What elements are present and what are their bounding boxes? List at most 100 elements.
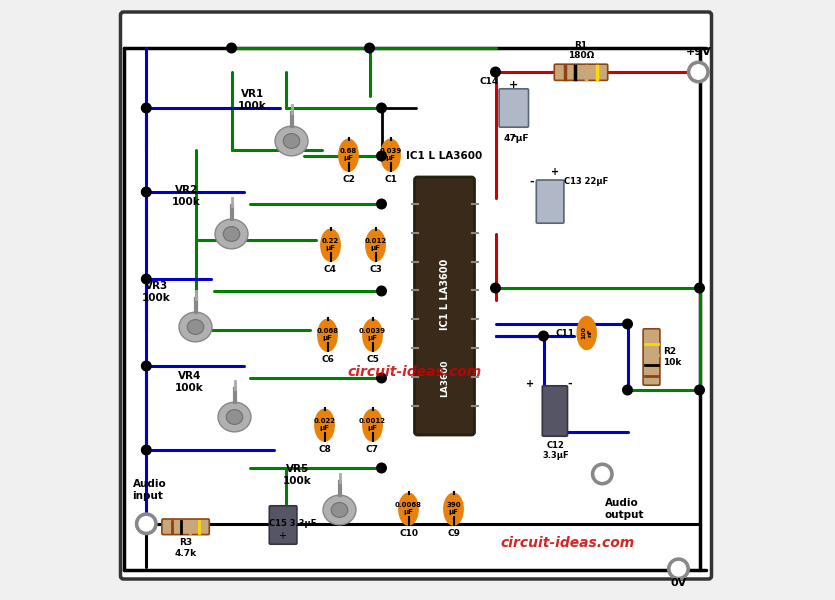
Ellipse shape bbox=[226, 410, 243, 424]
Text: VR2
100k: VR2 100k bbox=[172, 185, 201, 207]
FancyBboxPatch shape bbox=[536, 180, 564, 223]
Text: 390
μF: 390 μF bbox=[446, 502, 461, 515]
Circle shape bbox=[139, 517, 154, 531]
FancyBboxPatch shape bbox=[499, 89, 529, 127]
Circle shape bbox=[377, 373, 387, 383]
Text: C13 22μF: C13 22μF bbox=[564, 176, 609, 186]
FancyBboxPatch shape bbox=[162, 519, 210, 535]
FancyBboxPatch shape bbox=[270, 506, 297, 544]
Ellipse shape bbox=[444, 493, 463, 525]
Ellipse shape bbox=[399, 493, 418, 525]
Text: IC1 L LA3600: IC1 L LA3600 bbox=[406, 151, 482, 161]
FancyBboxPatch shape bbox=[414, 177, 474, 435]
Ellipse shape bbox=[366, 229, 385, 261]
Circle shape bbox=[539, 331, 549, 341]
Text: R1
180Ω: R1 180Ω bbox=[568, 41, 594, 60]
Text: +: + bbox=[551, 167, 559, 177]
Text: C4: C4 bbox=[324, 265, 337, 274]
Text: VR4
100k: VR4 100k bbox=[175, 371, 204, 393]
FancyBboxPatch shape bbox=[554, 64, 608, 80]
Text: C14: C14 bbox=[479, 76, 498, 85]
Text: VR3
100k: VR3 100k bbox=[142, 281, 171, 303]
Text: 0.68
μF: 0.68 μF bbox=[340, 148, 357, 161]
Text: LA3600: LA3600 bbox=[440, 359, 449, 397]
Ellipse shape bbox=[331, 503, 347, 517]
Text: +: + bbox=[509, 80, 519, 90]
Text: C6: C6 bbox=[321, 355, 334, 364]
Text: -: - bbox=[530, 177, 534, 187]
Ellipse shape bbox=[363, 319, 382, 351]
Circle shape bbox=[377, 463, 387, 473]
Text: -: - bbox=[511, 130, 516, 143]
Circle shape bbox=[623, 385, 632, 395]
Circle shape bbox=[226, 43, 236, 53]
Text: 100
nF: 100 nF bbox=[581, 326, 592, 340]
Text: C12
3.3μF: C12 3.3μF bbox=[542, 441, 569, 460]
Text: +9V: +9V bbox=[686, 47, 711, 57]
Text: 0.068
μF: 0.068 μF bbox=[316, 328, 338, 341]
Text: C1: C1 bbox=[384, 175, 397, 184]
Ellipse shape bbox=[339, 139, 358, 171]
Text: 0.0012
μF: 0.0012 μF bbox=[359, 418, 386, 431]
Circle shape bbox=[141, 187, 151, 197]
FancyBboxPatch shape bbox=[643, 329, 660, 385]
Text: 0.0039
μF: 0.0039 μF bbox=[359, 328, 386, 341]
Circle shape bbox=[141, 274, 151, 284]
Circle shape bbox=[668, 558, 690, 580]
Circle shape bbox=[491, 67, 500, 77]
Ellipse shape bbox=[218, 402, 251, 432]
Circle shape bbox=[695, 283, 704, 293]
Text: C2: C2 bbox=[342, 175, 355, 184]
Text: 0V: 0V bbox=[671, 578, 686, 588]
FancyBboxPatch shape bbox=[542, 386, 568, 436]
Text: C8: C8 bbox=[318, 445, 331, 454]
Ellipse shape bbox=[321, 229, 340, 261]
Text: VR5
100k: VR5 100k bbox=[283, 464, 312, 486]
Text: +: + bbox=[279, 531, 286, 541]
Circle shape bbox=[687, 61, 709, 83]
Circle shape bbox=[671, 562, 686, 576]
Text: circuit-ideas.com: circuit-ideas.com bbox=[500, 536, 635, 550]
FancyBboxPatch shape bbox=[120, 12, 711, 579]
Text: C11: C11 bbox=[555, 329, 574, 337]
Circle shape bbox=[365, 43, 374, 53]
Text: 47μF: 47μF bbox=[504, 134, 529, 143]
Circle shape bbox=[377, 103, 387, 113]
Circle shape bbox=[691, 65, 706, 79]
Ellipse shape bbox=[318, 319, 337, 351]
Text: C9: C9 bbox=[447, 529, 460, 538]
Text: 0.012
μF: 0.012 μF bbox=[364, 238, 387, 251]
Text: circuit-ideas.com: circuit-ideas.com bbox=[347, 365, 482, 379]
Ellipse shape bbox=[215, 219, 248, 249]
Text: 0.0068
μF: 0.0068 μF bbox=[395, 502, 422, 515]
Circle shape bbox=[377, 286, 387, 296]
Circle shape bbox=[141, 445, 151, 455]
Text: C15 3.3μF: C15 3.3μF bbox=[269, 519, 316, 528]
Circle shape bbox=[623, 319, 632, 329]
Ellipse shape bbox=[187, 320, 204, 334]
Ellipse shape bbox=[283, 134, 300, 148]
Ellipse shape bbox=[381, 139, 400, 171]
Text: -: - bbox=[568, 379, 572, 389]
Ellipse shape bbox=[323, 495, 356, 525]
Circle shape bbox=[377, 199, 387, 209]
Ellipse shape bbox=[315, 409, 334, 441]
Text: C3: C3 bbox=[369, 265, 382, 274]
Text: C5: C5 bbox=[366, 355, 379, 364]
Text: Audio
input: Audio input bbox=[133, 479, 166, 501]
Ellipse shape bbox=[577, 317, 596, 349]
Circle shape bbox=[135, 513, 157, 535]
Circle shape bbox=[595, 467, 610, 481]
Text: 0.22
μF: 0.22 μF bbox=[322, 238, 339, 251]
Ellipse shape bbox=[223, 227, 240, 241]
Circle shape bbox=[591, 463, 613, 485]
Circle shape bbox=[695, 385, 704, 395]
Text: IC1 L LA3600: IC1 L LA3600 bbox=[439, 259, 449, 329]
Text: VR1
100k: VR1 100k bbox=[238, 89, 267, 111]
Text: +: + bbox=[526, 379, 534, 389]
Text: 0.039
μF: 0.039 μF bbox=[379, 148, 402, 161]
Text: R3
4.7k: R3 4.7k bbox=[175, 538, 196, 557]
Text: C10: C10 bbox=[399, 529, 418, 538]
Text: Audio
output: Audio output bbox=[605, 498, 644, 520]
Circle shape bbox=[491, 283, 500, 293]
